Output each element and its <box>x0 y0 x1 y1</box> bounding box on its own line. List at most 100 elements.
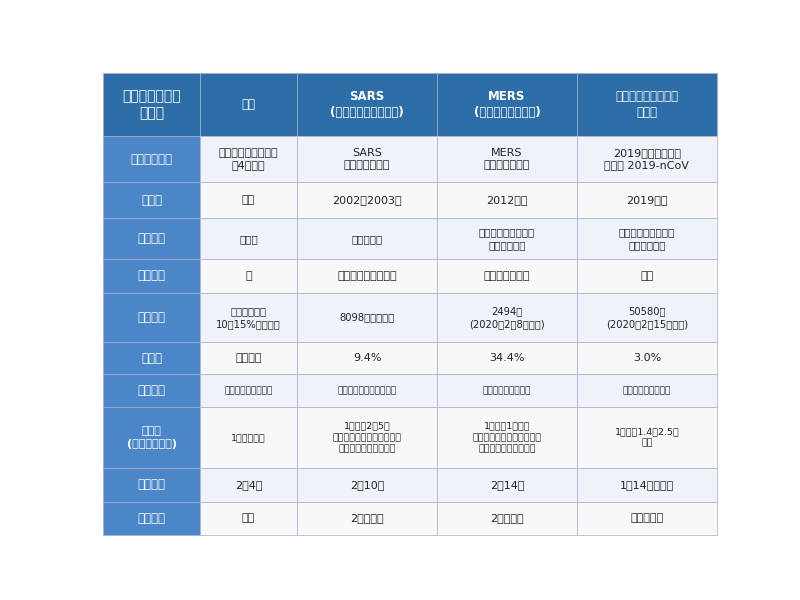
Bar <box>103 136 200 182</box>
Text: 不明: 不明 <box>640 271 654 281</box>
Bar <box>200 259 297 293</box>
Text: MERS
(中東呼吸器症候群): MERS (中東呼吸器症候群) <box>474 90 540 119</box>
Bar <box>200 342 297 374</box>
Bar <box>437 259 577 293</box>
Text: 発生年: 発生年 <box>141 194 162 206</box>
Text: 指定感染症: 指定感染症 <box>630 513 663 523</box>
Bar <box>297 73 437 136</box>
Bar <box>577 342 717 374</box>
Bar <box>437 136 577 182</box>
Bar <box>437 468 577 502</box>
Text: 2類感染症: 2類感染症 <box>350 513 384 523</box>
Bar <box>437 342 577 374</box>
Text: 34.4%: 34.4% <box>490 353 525 364</box>
Text: 1人から2〜5人
スーパースプレッダーから
多数への感染拡大あり: 1人から2〜5人 スーパースプレッダーから 多数への感染拡大あり <box>333 422 402 454</box>
Text: 2〜14日: 2〜14日 <box>490 480 524 490</box>
Bar <box>103 468 200 502</box>
Bar <box>437 73 577 136</box>
Bar <box>577 73 717 136</box>
Text: 潜伏期間: 潜伏期間 <box>138 478 166 491</box>
Text: 新型コロナウイルス
感染症: 新型コロナウイルス 感染症 <box>615 90 678 119</box>
Bar <box>200 136 297 182</box>
Bar <box>297 374 437 407</box>
Bar <box>103 259 200 293</box>
Bar <box>103 73 200 136</box>
Bar <box>297 182 437 218</box>
Text: 咳などの飛沫、接触: 咳などの飛沫、接触 <box>622 386 671 395</box>
Text: 1〜14日と推定: 1〜14日と推定 <box>620 480 674 490</box>
Text: ヒトコブラクダ: ヒトコブラクダ <box>484 271 530 281</box>
Text: コロナウイルス
感染症: コロナウイルス 感染症 <box>122 89 181 121</box>
Bar <box>103 182 200 218</box>
Bar <box>297 342 437 374</box>
Bar <box>577 293 717 342</box>
Text: 咳などの飛沫、接触、便: 咳などの飛沫、接触、便 <box>338 386 397 395</box>
Bar <box>577 136 717 182</box>
Text: 1人から1人未満
スーパースプレッダーから
多数への感染拡大あり: 1人から1人未満 スーパースプレッダーから 多数への感染拡大あり <box>473 422 542 454</box>
Text: 2019新型コロナウ
イルス 2019-nCoV: 2019新型コロナウ イルス 2019-nCoV <box>605 148 690 170</box>
Text: 2〜4日: 2〜4日 <box>235 480 262 490</box>
Text: 毎年: 毎年 <box>242 195 255 205</box>
Text: 2494人
(2020年2月8日現在): 2494人 (2020年2月8日現在) <box>469 306 545 329</box>
Text: キクガシラコウモリ: キクガシラコウモリ <box>338 271 397 281</box>
Bar <box>200 293 297 342</box>
Text: 人: 人 <box>246 271 252 281</box>
Bar <box>200 218 297 259</box>
Bar <box>577 218 717 259</box>
Text: 1人から1.4〜2.5と
試算: 1人から1.4〜2.5と 試算 <box>614 427 679 448</box>
Bar <box>297 468 437 502</box>
Bar <box>577 182 717 218</box>
Bar <box>577 502 717 535</box>
Bar <box>297 502 437 535</box>
Bar <box>297 136 437 182</box>
Text: 2類感染症: 2類感染症 <box>490 513 524 523</box>
Text: 2012年〜: 2012年〜 <box>486 195 528 205</box>
Text: 3.0%: 3.0% <box>633 353 661 364</box>
Text: 9.4%: 9.4% <box>353 353 382 364</box>
Text: MERS
コロナウイルス: MERS コロナウイルス <box>484 148 530 170</box>
Text: 2〜10日: 2〜10日 <box>350 480 384 490</box>
Bar <box>200 407 297 468</box>
Text: 8098人（終息）: 8098人（終息） <box>339 313 394 322</box>
Bar <box>103 407 200 468</box>
Text: SARS
(重症急性呼吸症候群): SARS (重症急性呼吸症候群) <box>330 90 404 119</box>
Text: かぜの原因の
10〜15%を占める: かぜの原因の 10〜15%を占める <box>216 306 281 329</box>
Text: 咳などの飛沫、接触: 咳などの飛沫、接触 <box>482 386 531 395</box>
Text: 極めて稀: 極めて稀 <box>235 353 262 364</box>
Text: 50580人
(2020年2月15日現在): 50580人 (2020年2月15日現在) <box>606 306 688 329</box>
Text: 宿主動物: 宿主動物 <box>138 269 166 283</box>
Text: 2019年〜: 2019年〜 <box>626 195 668 205</box>
Bar <box>103 342 200 374</box>
Text: 原因ウイルス: 原因ウイルス <box>130 152 173 166</box>
Bar <box>577 374 717 407</box>
Text: 感染力
(基本再生算数): 感染力 (基本再生算数) <box>126 426 177 449</box>
Bar <box>297 407 437 468</box>
Text: かぜ: かぜ <box>242 98 255 111</box>
Bar <box>437 374 577 407</box>
Text: SARS
コロナウイルス: SARS コロナウイルス <box>344 148 390 170</box>
Bar <box>437 502 577 535</box>
Text: 致命率: 致命率 <box>141 352 162 365</box>
Text: 咳などの飛沫、接触: 咳などの飛沫、接触 <box>224 386 273 395</box>
Text: 中国広東省: 中国広東省 <box>351 234 382 244</box>
Bar <box>200 182 297 218</box>
Bar <box>297 218 437 259</box>
Bar <box>200 73 297 136</box>
Bar <box>437 218 577 259</box>
Bar <box>577 468 717 502</box>
Bar <box>437 407 577 468</box>
Bar <box>577 259 717 293</box>
Bar <box>577 407 717 468</box>
Text: なし: なし <box>242 513 255 523</box>
Bar <box>297 259 437 293</box>
Text: 流行地域: 流行地域 <box>138 232 166 245</box>
Bar <box>200 502 297 535</box>
Text: サウジアラビアなど
アラビア半島: サウジアラビアなど アラビア半島 <box>479 227 535 250</box>
Bar <box>437 182 577 218</box>
Text: 1人から多数: 1人から多数 <box>231 433 266 442</box>
Bar <box>200 468 297 502</box>
Bar <box>103 374 200 407</box>
Bar <box>103 218 200 259</box>
Text: ヒトコロナウイルス
（4種類）: ヒトコロナウイルス （4種類） <box>218 148 278 170</box>
Bar <box>200 374 297 407</box>
